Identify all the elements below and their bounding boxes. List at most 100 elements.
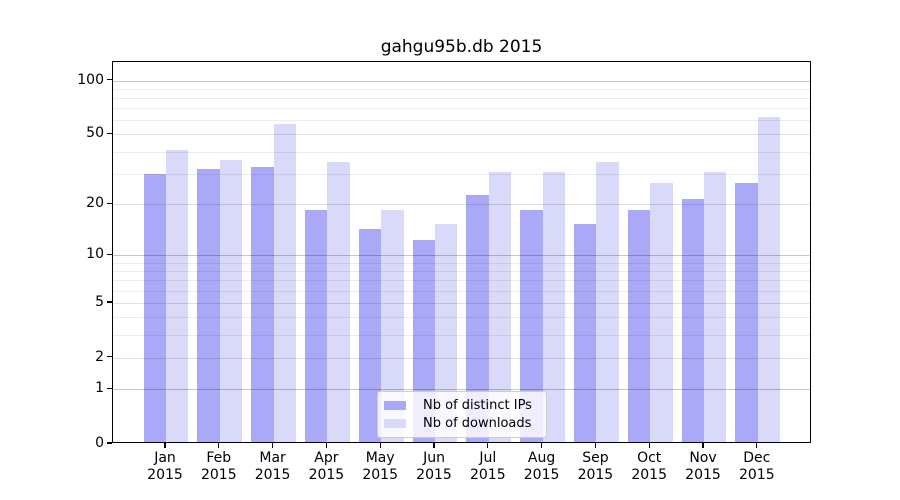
x-tick-label-jul: Jul 2015: [456, 450, 520, 484]
y-tick-label-0: 0: [95, 435, 104, 451]
x-tick-month: Sep: [582, 450, 609, 466]
gridline-minor-3: [113, 334, 810, 336]
gridline-minor-4: [113, 317, 810, 319]
bar-mar-distinct-ips: [251, 166, 274, 442]
y-tick-label-5: 5: [95, 293, 104, 310]
legend-label-distinct-ips: Nb of distinct IPs: [423, 398, 532, 413]
bar-feb-downloads: [219, 159, 243, 442]
gridline-20: [113, 204, 810, 206]
gridline-10: [113, 255, 810, 257]
bar-oct-downloads: [650, 182, 673, 442]
x-tick-jun: [433, 443, 435, 448]
y-tick-label-2: 2: [95, 348, 104, 365]
chart-title: gahgu95b.db 2015: [380, 37, 543, 57]
gridline-minor-90: [113, 88, 810, 90]
gridline-5: [113, 302, 810, 304]
x-tick-year: 2015: [577, 467, 614, 483]
x-tick-year: 2015: [631, 467, 667, 483]
bar-jul-downloads: [488, 171, 512, 442]
x-tick-apr: [325, 443, 328, 448]
bar-jun-downloads: [435, 223, 458, 442]
x-tick-label-sep: Sep 2015: [563, 450, 627, 484]
x-tick-label-mar: Mar 2015: [241, 450, 305, 484]
x-tick-month: Apr: [314, 450, 339, 466]
x-tick-month: Aug: [527, 450, 556, 466]
x-tick-month: Nov: [689, 450, 717, 466]
legend-swatch-downloads: [384, 419, 406, 428]
gridline-minor-30: [113, 173, 810, 175]
x-tick-year: 2015: [416, 467, 452, 483]
bar-sep-downloads: [596, 162, 619, 442]
x-tick-month: Jan: [154, 450, 176, 466]
bar-apr-distinct-ips: [305, 210, 328, 442]
gridline-100: [113, 80, 810, 82]
gridline-minor-7: [113, 280, 810, 282]
x-tick-nov: [702, 443, 704, 448]
x-tick-dec: [756, 443, 758, 448]
y-tick-label-1: 1: [95, 380, 104, 397]
bar-feb-distinct-ips: [197, 169, 220, 442]
x-tick-month: Jul: [479, 450, 497, 466]
x-tick-year: 2015: [200, 467, 237, 483]
x-tick-year: 2015: [147, 467, 183, 483]
x-tick-month: Oct: [637, 450, 662, 466]
gridline-minor-70: [113, 108, 810, 110]
legend-label-downloads: Nb of downloads: [423, 416, 532, 431]
y-tick-5: [107, 301, 112, 303]
y-tick-10: [107, 253, 112, 255]
bar-dec-distinct-ips: [735, 182, 758, 442]
bar-mar-downloads: [273, 123, 296, 442]
x-tick-label-may: May 2015: [348, 450, 412, 484]
bar-may-downloads: [381, 210, 404, 442]
legend: Nb of distinct IPs Nb of downloads: [377, 391, 547, 438]
gridline-minor-8: [113, 271, 810, 272]
bar-nov-downloads: [704, 171, 727, 442]
legend-item-distinct-ips: Nb of distinct IPs: [384, 398, 538, 413]
bar-nov-distinct-ips: [681, 198, 704, 442]
bar-sep-distinct-ips: [574, 223, 597, 442]
x-tick-year: 2015: [362, 467, 398, 483]
bar-may-distinct-ips: [358, 228, 382, 442]
gridline-minor-40: [113, 151, 810, 153]
y-tick-label-100: 100: [77, 71, 104, 88]
y-tick-1: [107, 387, 112, 390]
x-tick-jul: [487, 443, 489, 448]
x-tick-year: 2015: [254, 467, 291, 483]
y-tick-50: [107, 132, 112, 135]
x-tick-month: Jun: [423, 450, 445, 466]
x-tick-year: 2015: [685, 467, 721, 483]
gridline-minor-9: [113, 262, 810, 264]
x-tick-month: Mar: [259, 450, 286, 466]
x-tick-oct: [648, 443, 650, 448]
bar-jan-distinct-ips: [143, 174, 166, 442]
bar-jan-downloads: [166, 149, 189, 442]
legend-swatch-distinct-ips: [384, 401, 406, 410]
bar-dec-downloads: [757, 117, 781, 442]
x-tick-feb: [218, 443, 220, 448]
y-tick-100: [107, 78, 112, 81]
x-tick-label-jun: Jun 2015: [402, 450, 466, 484]
x-tick-mar: [271, 443, 274, 448]
y-tick-label-50: 50: [86, 125, 104, 142]
x-tick-year: 2015: [469, 467, 506, 483]
y-tick-label-20: 20: [86, 195, 104, 212]
legend-item-downloads: Nb of downloads: [384, 416, 538, 431]
x-tick-jan: [164, 443, 166, 448]
gridline-minor-6: [113, 290, 810, 292]
x-tick-year: 2015: [738, 467, 775, 483]
y-tick-20: [107, 202, 112, 204]
x-tick-year: 2015: [523, 467, 560, 483]
gridline-minor-60: [113, 120, 810, 122]
x-tick-month: May: [365, 450, 395, 466]
x-tick-year: 2015: [308, 467, 345, 483]
y-tick-2: [107, 355, 112, 358]
x-tick-label-oct: Oct 2015: [617, 450, 681, 484]
x-tick-label-nov: Nov 2015: [671, 450, 735, 484]
gridline-1: [113, 389, 810, 391]
y-tick-label-10: 10: [86, 246, 104, 263]
x-tick-label-aug: Aug 2015: [510, 450, 574, 484]
x-tick-label-apr: Apr 2015: [294, 450, 358, 484]
gridline-50: [113, 134, 810, 136]
bar-oct-distinct-ips: [627, 210, 651, 442]
